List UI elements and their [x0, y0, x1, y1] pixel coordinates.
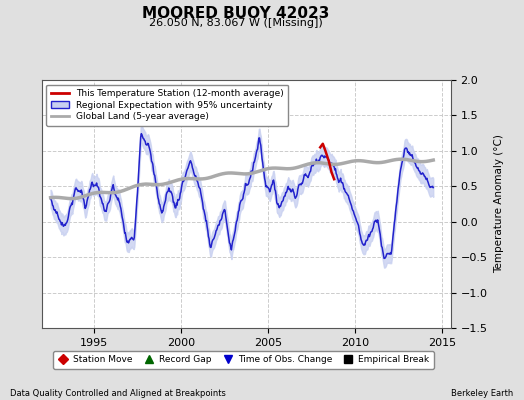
- Legend: This Temperature Station (12-month average), Regional Expectation with 95% uncer: This Temperature Station (12-month avera…: [47, 84, 289, 126]
- Text: 26.050 N, 83.067 W ([Missing]): 26.050 N, 83.067 W ([Missing]): [149, 18, 323, 28]
- Legend: Station Move, Record Gap, Time of Obs. Change, Empirical Break: Station Move, Record Gap, Time of Obs. C…: [53, 351, 434, 369]
- Text: Berkeley Earth: Berkeley Earth: [451, 389, 514, 398]
- Text: Data Quality Controlled and Aligned at Breakpoints: Data Quality Controlled and Aligned at B…: [10, 389, 226, 398]
- Text: MOORED BUOY 42023: MOORED BUOY 42023: [142, 6, 330, 21]
- Y-axis label: Temperature Anomaly (°C): Temperature Anomaly (°C): [494, 134, 504, 274]
